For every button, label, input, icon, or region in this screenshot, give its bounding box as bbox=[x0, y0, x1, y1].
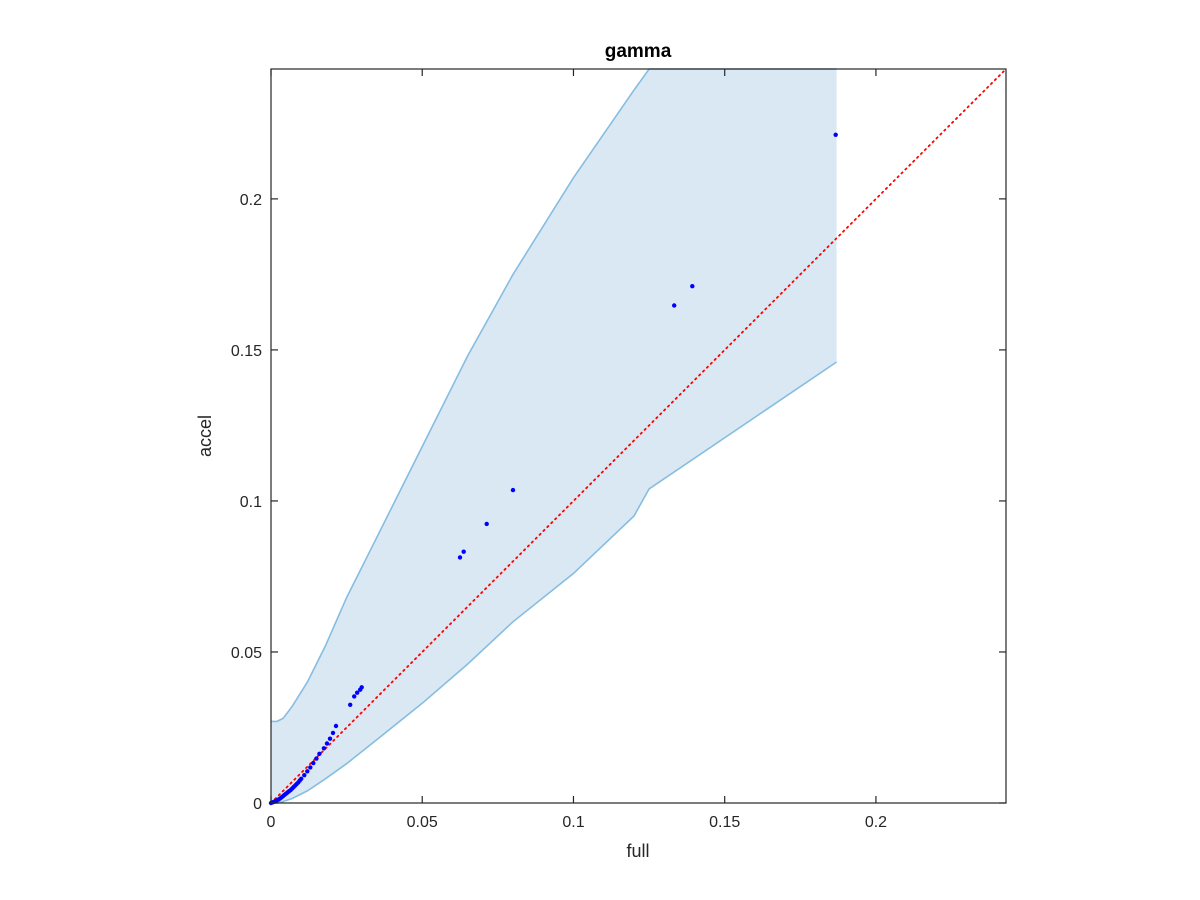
data-point bbox=[311, 760, 316, 766]
data-point bbox=[314, 756, 319, 761]
band-lower-edge bbox=[271, 361, 838, 804]
data-point bbox=[833, 132, 838, 137]
x-tick-label: 0.15 bbox=[709, 814, 740, 831]
data-point bbox=[327, 736, 333, 741]
x-tick-label: 0.05 bbox=[407, 814, 438, 831]
data-point bbox=[333, 723, 339, 729]
data-point bbox=[484, 521, 489, 527]
band-upper-edge bbox=[271, 68, 837, 723]
data-point bbox=[355, 690, 360, 695]
data-point bbox=[305, 769, 310, 774]
data-point bbox=[299, 776, 304, 781]
axes: 0 0.05 0.1 0.15 0.2 0 0.05 0.1 0.15 0.2 bbox=[231, 68, 1007, 831]
y-tick-label: 0.05 bbox=[231, 645, 262, 662]
data-point bbox=[457, 555, 463, 560]
chart-title: gamma bbox=[605, 41, 672, 62]
reference-line bbox=[270, 68, 1007, 804]
plot-area bbox=[268, 68, 1007, 806]
x-axis-label: full bbox=[626, 841, 649, 861]
y-axis-label: accel bbox=[195, 415, 215, 457]
x-tick-label: 0.2 bbox=[865, 814, 887, 831]
data-point bbox=[302, 773, 307, 778]
y-tick-label: 0.15 bbox=[231, 343, 262, 360]
axes-box bbox=[270, 68, 1007, 804]
data-point bbox=[510, 487, 516, 493]
data-point bbox=[690, 284, 695, 289]
data-point bbox=[348, 702, 353, 707]
data-point bbox=[321, 746, 327, 751]
confidence-band bbox=[271, 69, 837, 803]
data-point bbox=[672, 303, 677, 308]
x-tick-label: 0 bbox=[267, 814, 276, 831]
data-point bbox=[359, 685, 364, 690]
y-tick-label: 0.2 bbox=[240, 192, 262, 209]
data-point bbox=[317, 751, 322, 756]
data-point bbox=[352, 694, 357, 699]
y-tick-label: 0.1 bbox=[240, 494, 262, 511]
data-point bbox=[330, 730, 336, 736]
data-point bbox=[461, 549, 466, 554]
data-point bbox=[324, 741, 330, 746]
data-point bbox=[308, 765, 313, 770]
y-tick-label: 0 bbox=[253, 796, 262, 813]
x-tick-label: 0.1 bbox=[562, 814, 584, 831]
